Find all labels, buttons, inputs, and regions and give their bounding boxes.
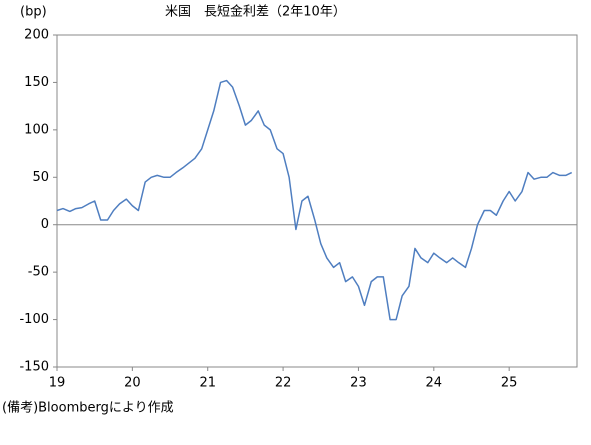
chart-title: 米国 長短金利差（2年10年） — [165, 4, 346, 20]
x-tick-label: 25 — [501, 376, 518, 391]
footnote: (備考)Bloombergにより作成 — [2, 400, 174, 416]
x-tick-label: 24 — [426, 376, 443, 391]
y-axis-label: (bp) — [20, 5, 47, 20]
x-tick-label: 21 — [199, 376, 216, 391]
x-tick-label: 23 — [350, 376, 367, 391]
x-tick-label: 19 — [49, 376, 66, 391]
y-tick-label: -100 — [19, 312, 49, 327]
y-tick-label: 100 — [24, 122, 49, 137]
y-tick-label: 150 — [24, 75, 49, 90]
y-tick-label: -50 — [28, 265, 49, 280]
x-tick-label: 22 — [275, 376, 292, 391]
x-tick-label: 20 — [124, 376, 141, 391]
y-tick-label: 0 — [41, 217, 49, 232]
plot-frame — [56, 34, 578, 368]
y-tick-label: 50 — [32, 170, 49, 185]
y-tick-label: 200 — [24, 28, 49, 43]
data-line — [56, 79, 573, 321]
y-tick-label: -150 — [19, 360, 49, 375]
